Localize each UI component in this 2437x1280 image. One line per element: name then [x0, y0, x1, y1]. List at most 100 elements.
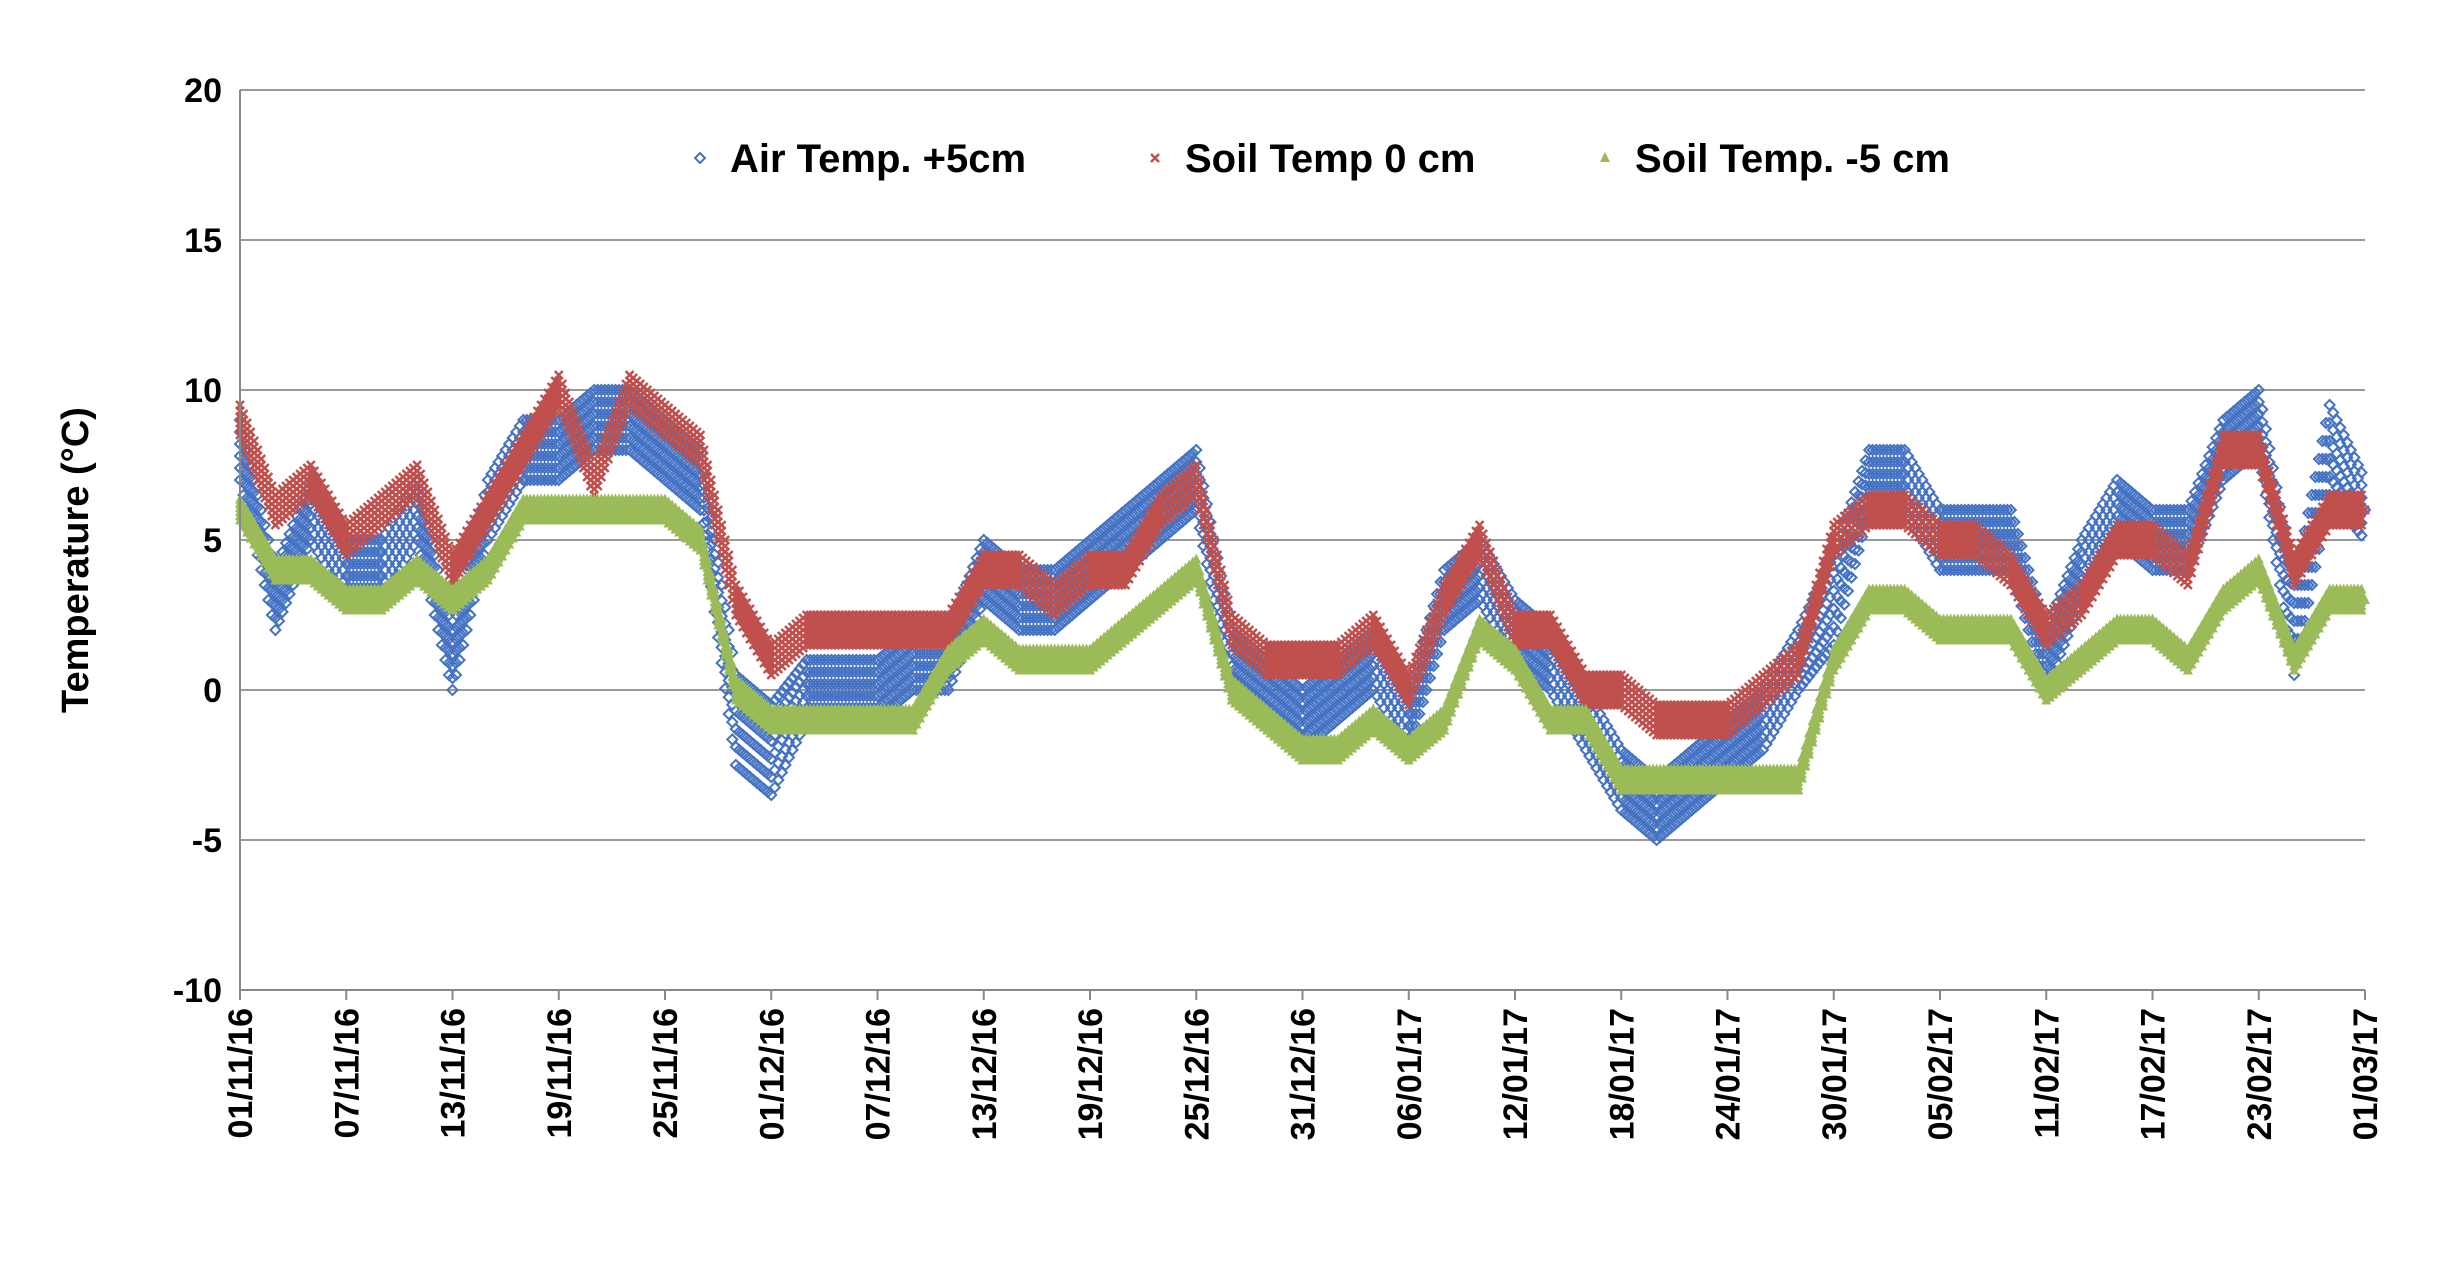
data-point	[1965, 503, 1979, 517]
data-point	[1055, 617, 1069, 631]
data-point	[570, 458, 583, 472]
data-point	[917, 659, 930, 673]
data-point	[415, 469, 426, 479]
data-point	[350, 569, 364, 583]
data-point	[1026, 623, 1040, 637]
data-point	[371, 533, 385, 547]
data-point	[895, 656, 909, 670]
data-point	[422, 487, 433, 497]
data-point	[849, 665, 863, 679]
data-point	[453, 617, 466, 631]
data-point	[835, 689, 849, 703]
data-point	[888, 650, 902, 664]
data-point	[1094, 524, 1108, 538]
data-point	[895, 668, 909, 682]
data-point	[839, 665, 853, 679]
data-point	[892, 683, 906, 697]
data-point	[706, 475, 716, 485]
data-point	[1019, 599, 1033, 613]
data-point	[449, 620, 463, 634]
data-point	[368, 557, 381, 571]
data-point	[559, 455, 573, 469]
data-point	[1126, 497, 1139, 511]
data-point	[1119, 527, 1132, 541]
data-point	[426, 496, 437, 506]
data-point	[2319, 416, 2333, 430]
data-point	[552, 425, 566, 439]
data-point	[1080, 596, 1093, 610]
data-point	[1111, 533, 1125, 547]
data-point	[1136, 488, 1150, 502]
data-point	[924, 647, 938, 661]
data-point	[1023, 623, 1037, 637]
data-point	[2312, 452, 2326, 466]
data-point	[429, 505, 440, 515]
data-point	[1969, 503, 1982, 517]
data-point	[1423, 671, 1437, 685]
data-point	[449, 644, 463, 658]
data-point	[446, 671, 459, 685]
data-point	[1058, 554, 1072, 568]
data-point	[1876, 455, 1890, 469]
data-point	[477, 536, 491, 550]
data-point	[242, 418, 252, 428]
data-point	[888, 686, 902, 700]
data-point	[1869, 467, 1883, 481]
data-point	[1119, 503, 1132, 517]
data-point	[864, 665, 877, 679]
data-point	[562, 440, 576, 454]
data-point	[1108, 536, 1122, 550]
data-point	[810, 689, 824, 703]
data-point	[1951, 503, 1965, 517]
data-point	[702, 460, 713, 470]
data-point	[2007, 515, 2021, 529]
data-point	[807, 689, 821, 703]
data-point	[562, 452, 576, 466]
data-point	[573, 395, 587, 409]
data-point	[368, 569, 381, 583]
data-point	[881, 656, 895, 670]
data-point	[1104, 515, 1118, 529]
gridlines	[240, 89, 2365, 841]
data-point	[1944, 503, 1958, 517]
data-point	[527, 461, 541, 475]
data-point	[456, 614, 470, 628]
data-point	[1111, 521, 1125, 535]
data-point	[701, 514, 714, 528]
data-point	[1097, 521, 1111, 535]
data-point	[694, 479, 707, 493]
data-point	[541, 461, 555, 475]
data-point	[856, 689, 870, 703]
data-point	[885, 677, 899, 691]
data-point	[874, 674, 888, 688]
data-point	[1887, 455, 1901, 469]
data-point	[580, 401, 594, 415]
data-point	[2011, 539, 2025, 553]
data-point	[412, 460, 422, 470]
data-point	[722, 623, 736, 637]
data-point	[913, 659, 927, 673]
data-point	[371, 545, 385, 559]
data-point	[1119, 515, 1132, 529]
data-point	[853, 677, 867, 691]
data-point	[371, 569, 385, 583]
data-point	[771, 689, 785, 703]
data-point	[1880, 467, 1894, 481]
data-point	[570, 398, 583, 412]
data-point	[2156, 503, 2170, 517]
data-point	[245, 427, 256, 437]
data-point	[817, 653, 831, 667]
data-point	[566, 461, 580, 475]
data-point	[1951, 563, 1965, 577]
data-point	[1990, 515, 2004, 529]
data-point	[1034, 611, 1047, 625]
data-point	[2000, 503, 2014, 517]
data-point	[860, 689, 874, 703]
data-point	[1051, 620, 1065, 634]
data-point	[534, 461, 548, 475]
data-point	[839, 677, 853, 691]
data-point	[871, 677, 884, 691]
data-point	[1873, 479, 1887, 493]
data-point	[817, 677, 831, 691]
data-point	[1157, 470, 1171, 484]
